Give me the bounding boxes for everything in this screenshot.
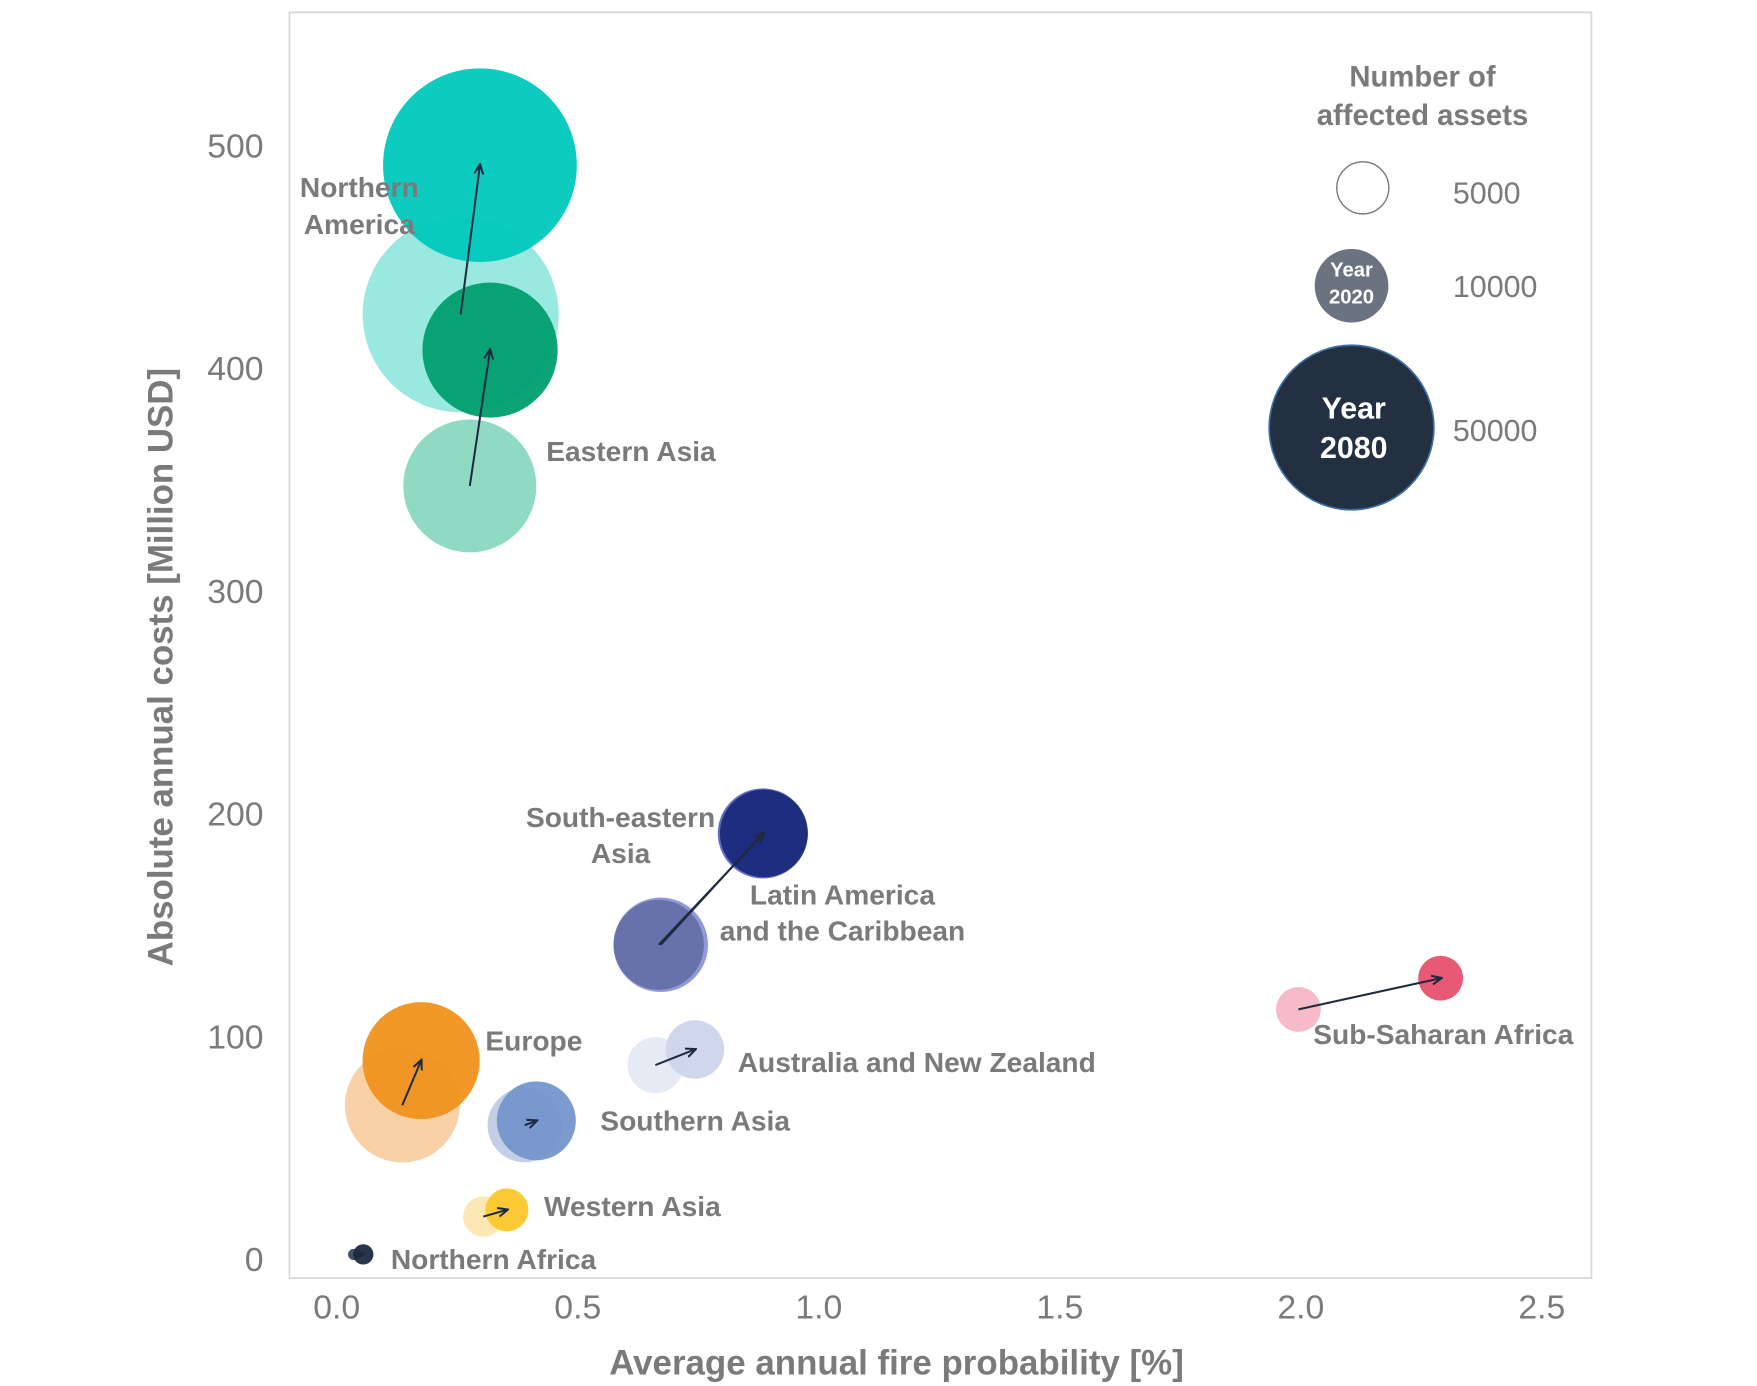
arrows (353, 165, 1441, 1254)
legend-bubble-50000 (1268, 344, 1435, 511)
label-northern-america-2: America (304, 209, 415, 240)
axis-ticks: 0.0 0.5 1.0 1.5 2.0 2.5 0 100 200 300 400 500 (207, 128, 1565, 1327)
arrow-latin-america-and-the-caribbean (658, 833, 764, 946)
x-tick-label: 1.0 (795, 1289, 842, 1327)
legend-year-2080-1: Year (1322, 392, 1386, 426)
size-legend: Number of affected assets 5000 Year 2020… (1268, 62, 1538, 511)
label-latin-america-2: and the Caribbean (720, 916, 965, 947)
legend-year-2020-2: 2020 (1329, 287, 1374, 309)
x-axis-title: Average annual fire probability [%] (609, 1344, 1184, 1383)
y-tick-label: 200 (207, 796, 263, 834)
label-australia-nz: Australia and New Zealand (738, 1047, 1096, 1078)
legend-bubble-10000 (1314, 248, 1389, 323)
legend-value-5000: 5000 (1453, 177, 1521, 211)
arrow-australia-and-new-zealand (655, 1049, 695, 1067)
arrow-western-asia (483, 1210, 507, 1218)
arrow-northern-america (459, 165, 480, 315)
label-eastern-asia: Eastern Asia (546, 436, 716, 467)
x-tick-label: 0.5 (554, 1289, 601, 1327)
bubbles-2080 (353, 68, 1464, 1265)
label-europe: Europe (485, 1026, 582, 1057)
bubble-2080-western-asia (485, 1188, 529, 1232)
y-tick-label: 500 (207, 128, 263, 166)
label-southern-asia: Southern Asia (600, 1106, 790, 1137)
legend-year-2020-1: Year (1330, 260, 1373, 282)
label-south-eastern-asia-1: South-eastern (526, 802, 715, 833)
arrow-southern-asia (524, 1121, 537, 1125)
y-axis-title: Absolute annual costs [Million USD] (141, 368, 180, 966)
label-latin-america-1: Latin America (750, 880, 935, 911)
plot-frame (288, 11, 1593, 1279)
label-northern-america-1: Northern (300, 172, 419, 203)
arrow-eastern-asia (468, 350, 490, 487)
arrow-sub-saharan-africa (1298, 978, 1440, 1011)
x-tick-label: 2.0 (1277, 1289, 1324, 1327)
label-south-eastern-asia-2: Asia (591, 838, 651, 869)
label-western-asia: Western Asia (544, 1191, 721, 1222)
x-tick-label: 2.5 (1518, 1289, 1565, 1327)
legend-value-50000: 50000 (1453, 414, 1538, 448)
y-tick-label: 0 (245, 1241, 264, 1279)
x-tick-label: 0.0 (313, 1289, 360, 1327)
x-tick-label: 1.5 (1036, 1289, 1083, 1327)
y-tick-label: 300 (207, 573, 263, 611)
legend-title-2: affected assets (1317, 100, 1528, 132)
y-tick-label: 100 (207, 1019, 263, 1057)
legend-value-10000: 10000 (1453, 270, 1538, 304)
legend-year-2080-2: 2080 (1320, 431, 1388, 465)
legend-title-1: Number of (1349, 62, 1496, 94)
legend-bubble-5000 (1336, 161, 1390, 215)
label-northern-africa: Northern Africa (391, 1244, 597, 1275)
arrow-europe (401, 1061, 421, 1106)
label-sub-saharan-africa: Sub-Saharan Africa (1313, 1019, 1573, 1050)
y-tick-label: 400 (207, 350, 263, 388)
